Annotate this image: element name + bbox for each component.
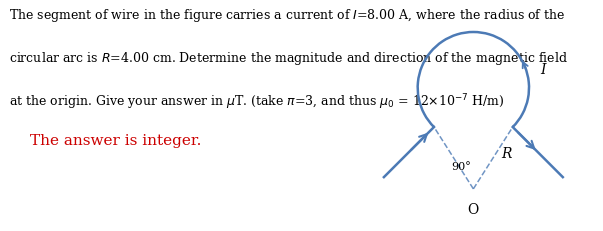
Text: at the origin. Give your answer in $\mu$T. (take $\pi$=3, and thus $\mu_0$ = 12$: at the origin. Give your answer in $\mu$…: [9, 92, 505, 112]
Text: The segment of wire in the figure carries a current of $I$=8.00 A, where the rad: The segment of wire in the figure carrie…: [9, 7, 566, 24]
Text: I: I: [540, 63, 545, 77]
Text: The answer is integer.: The answer is integer.: [30, 134, 201, 148]
Text: 90°: 90°: [451, 162, 471, 172]
Text: O: O: [468, 203, 479, 217]
Text: circular arc is $R$=4.00 cm. Determine the magnitude and direction of the magnet: circular arc is $R$=4.00 cm. Determine t…: [9, 50, 568, 67]
Text: R: R: [501, 147, 511, 161]
